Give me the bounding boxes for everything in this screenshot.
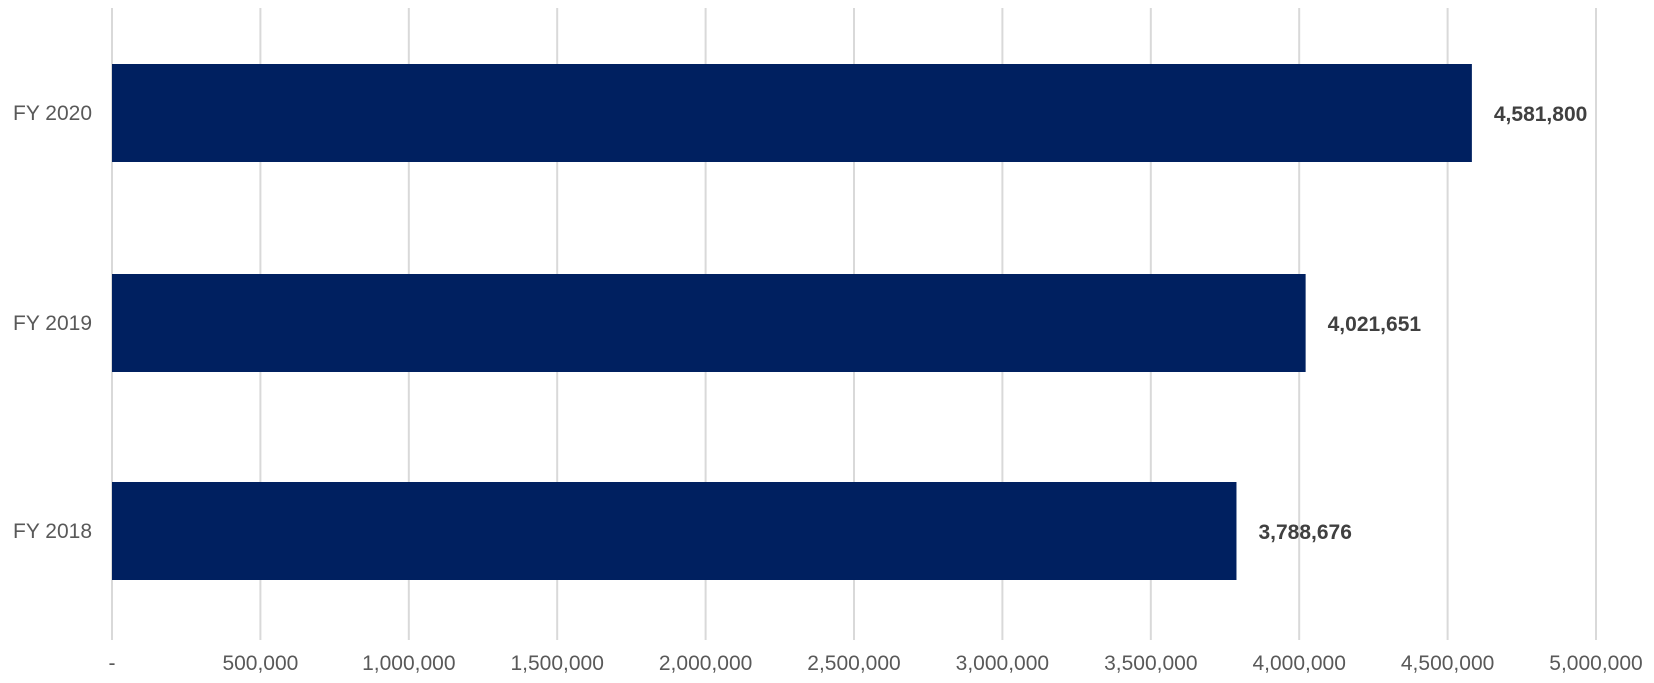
- x-tick-label: 5,000,000: [1549, 652, 1642, 675]
- x-tick-label: 4,000,000: [1252, 652, 1345, 675]
- x-tick-label: 3,000,000: [956, 652, 1049, 675]
- x-tick-label: 1,500,000: [510, 652, 603, 675]
- category-label: FY 2018: [13, 520, 92, 543]
- category-label: FY 2019: [13, 312, 92, 335]
- bar: [112, 482, 1237, 580]
- x-tick-label: -: [109, 652, 116, 675]
- x-tick-label: 500,000: [222, 652, 298, 675]
- x-tick-label: 4,500,000: [1401, 652, 1494, 675]
- x-tick-label: 2,000,000: [659, 652, 752, 675]
- labels: - 500,000 1,000,000 1,500,000 2,000,000 2,500…: [13, 102, 1643, 675]
- bar: [112, 274, 1306, 372]
- x-tick-label: 2,500,000: [807, 652, 900, 675]
- data-label: 4,581,800: [1494, 103, 1587, 126]
- category-label: FY 2020: [13, 102, 92, 125]
- data-label: 4,021,651: [1328, 313, 1422, 336]
- x-tick-label: 3,500,000: [1104, 652, 1197, 675]
- bars: [112, 64, 1472, 580]
- data-label: 3,788,676: [1258, 521, 1351, 544]
- bar: [112, 64, 1472, 162]
- x-tick-label: 1,000,000: [362, 652, 455, 675]
